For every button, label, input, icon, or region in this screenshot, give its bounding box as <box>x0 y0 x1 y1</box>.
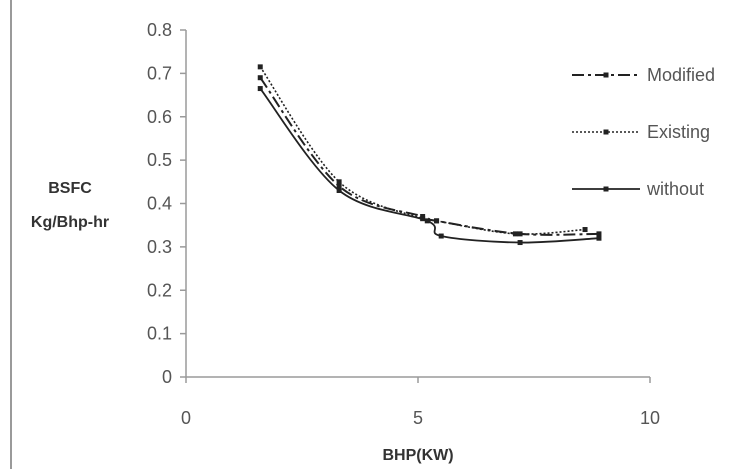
legend-label-existing: Existing <box>647 122 710 142</box>
x-tick-label: 0 <box>181 408 191 428</box>
data-point-without <box>424 218 430 224</box>
data-point-existing <box>582 227 588 233</box>
x-tick-label: 10 <box>640 408 660 428</box>
data-point-without <box>336 187 342 193</box>
y-tick-label: 0.8 <box>147 20 172 40</box>
series-layer <box>257 64 602 246</box>
data-point-modified <box>257 75 263 81</box>
data-point-without <box>257 86 263 92</box>
legend: Modified Existing without <box>572 65 715 199</box>
y-axis-title-line-2: Kg/Bhp-hr <box>31 214 109 231</box>
x-axis-title: BHP(KW) <box>382 447 453 464</box>
data-point-existing <box>336 179 342 185</box>
x-ticks: 0 5 10 <box>181 377 660 428</box>
legend-marker-without <box>603 186 609 192</box>
data-point-existing <box>512 231 518 237</box>
y-tick-label: 0.5 <box>147 150 172 170</box>
axes <box>185 30 650 378</box>
data-point-without <box>438 233 444 239</box>
legend-marker-modified <box>603 72 609 78</box>
legend-label-without: without <box>646 179 704 199</box>
legend-marker-existing <box>603 129 609 135</box>
y-tick-label: 0.3 <box>147 237 172 257</box>
series-line-modified <box>259 77 599 236</box>
y-tick-label: 0.4 <box>147 194 172 214</box>
y-tick-label: 0 <box>162 367 172 387</box>
data-point-existing <box>257 64 263 70</box>
x-tick-label: 5 <box>413 408 423 428</box>
left-border-line <box>10 0 12 469</box>
data-point-existing <box>434 218 440 224</box>
y-tick-label: 0.6 <box>147 107 172 127</box>
y-ticks: 0 0.1 0.2 0.3 0.4 0.5 0.6 0.7 0.8 <box>147 20 186 387</box>
y-axis-title-line-1: BSFC <box>48 180 92 197</box>
y-tick-label: 0.2 <box>147 280 172 300</box>
data-point-modified <box>336 183 342 189</box>
data-point-without <box>517 240 523 246</box>
y-tick-label: 0.1 <box>147 324 172 344</box>
series-line-without <box>259 88 600 244</box>
y-tick-label: 0.7 <box>147 63 172 83</box>
legend-label-modified: Modified <box>647 65 715 85</box>
data-point-without <box>596 235 602 241</box>
data-point-modified <box>596 231 602 237</box>
